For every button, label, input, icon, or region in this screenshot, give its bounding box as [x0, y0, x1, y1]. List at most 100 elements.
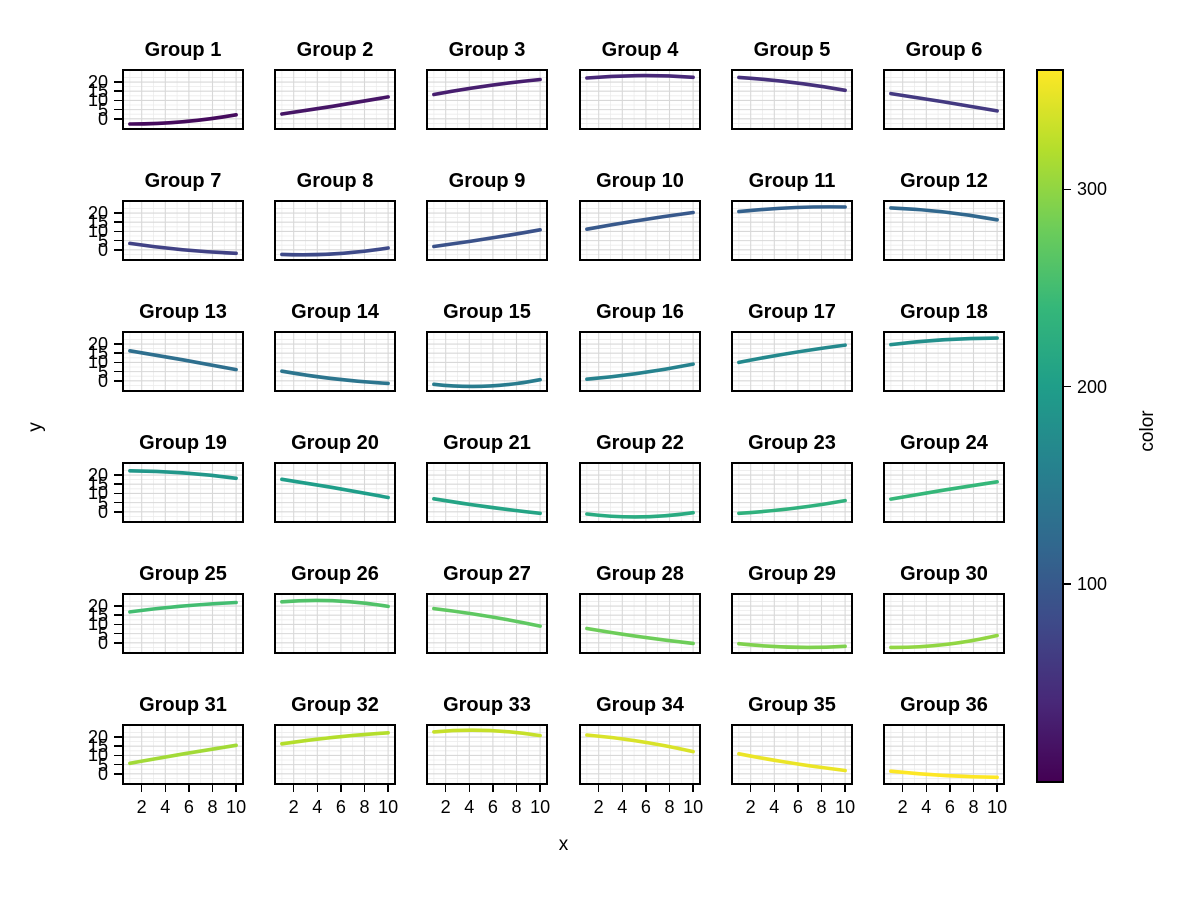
facet-panel	[579, 724, 701, 785]
y-tick-mark	[114, 230, 124, 233]
y-tick-label: 20	[87, 203, 108, 224]
x-tick-label: 2	[897, 797, 908, 817]
facet-title: Group 34	[596, 694, 684, 716]
facet-plot-area	[124, 595, 242, 652]
x-tick-mark	[492, 783, 494, 792]
facet-title: Group 29	[748, 563, 836, 585]
x-tick-mark	[164, 783, 167, 792]
facet-title: Group 9	[448, 170, 526, 192]
facet-panel	[122, 724, 244, 785]
facet-title: Group 26	[291, 563, 379, 585]
data-line	[889, 769, 999, 780]
x-tick-label: 4	[617, 797, 628, 817]
x-tick-mark	[211, 783, 214, 792]
data-line	[889, 336, 999, 347]
y-tick-label: 15	[87, 736, 108, 757]
data-line	[585, 626, 695, 646]
y-axis-label: y	[25, 422, 46, 432]
y-tick-label: 5	[97, 230, 108, 251]
facet-panel	[122, 462, 244, 523]
facet-plot-area	[276, 202, 394, 259]
x-tick-mark	[668, 783, 671, 792]
facet-panel	[426, 69, 548, 130]
data-line	[737, 641, 847, 650]
facet-panel	[274, 200, 396, 261]
facet-title: Group 35	[748, 694, 836, 716]
colorbar-tick-mark	[1064, 582, 1071, 585]
data-line	[128, 113, 238, 126]
y-tick-mark	[114, 632, 124, 635]
y-tick-label: 0	[97, 108, 108, 129]
x-tick-mark	[363, 783, 366, 792]
y-tick-mark	[114, 623, 124, 626]
facet-title: Group 21	[443, 432, 531, 454]
x-tick-label: 8	[664, 797, 675, 817]
y-tick-mark	[114, 370, 124, 373]
x-tick-label: 2	[593, 797, 604, 817]
facet-plot-area	[733, 595, 851, 652]
data-line	[585, 210, 695, 231]
facet-plot-area	[733, 333, 851, 390]
facet-panel	[426, 200, 548, 261]
y-tick-label: 15	[87, 81, 108, 102]
y-tick-label: 0	[97, 501, 108, 522]
facet-title: Group 8	[296, 170, 374, 192]
facet-plot-area	[124, 333, 242, 390]
x-tick-label: 4	[769, 797, 780, 817]
facet-title: Group 22	[596, 432, 684, 454]
facet-title: Group 3	[448, 39, 526, 61]
facet-plot-area	[428, 71, 546, 128]
x-tick-mark	[996, 783, 998, 792]
x-tick-label: 10	[378, 797, 399, 817]
facet-plot-area	[276, 595, 394, 652]
facet-panel	[122, 200, 244, 261]
facet-plot-area	[428, 202, 546, 259]
facet-title: Group 20	[291, 432, 379, 454]
x-tick-label: 4	[921, 797, 932, 817]
y-tick-mark	[114, 90, 124, 93]
x-tick-mark	[925, 783, 928, 792]
facet-panel	[274, 462, 396, 523]
data-line	[585, 362, 695, 381]
facet-panel	[731, 724, 853, 785]
facet-plot-area	[276, 464, 394, 521]
y-tick-mark	[114, 352, 124, 355]
facet-title: Group 23	[748, 432, 836, 454]
y-tick-label: 15	[87, 605, 108, 626]
y-tick-mark	[114, 249, 124, 251]
facet-plot-area	[124, 726, 242, 783]
data-line	[280, 731, 390, 746]
data-line	[585, 73, 695, 80]
facet-title: Group 31	[139, 694, 227, 716]
data-line	[737, 752, 847, 773]
data-line	[128, 743, 238, 766]
data-line	[128, 241, 238, 256]
data-line	[280, 369, 390, 386]
facet-plot-area	[276, 333, 394, 390]
facet-panel	[122, 69, 244, 130]
facet-title: Group 16	[596, 301, 684, 323]
facet-panel	[731, 69, 853, 130]
x-tick-mark	[188, 783, 190, 792]
y-tick-mark	[114, 221, 124, 224]
x-tick-mark	[773, 783, 776, 792]
x-tick-label: 4	[464, 797, 475, 817]
data-line	[737, 498, 847, 516]
y-tick-label: 10	[87, 614, 108, 635]
x-tick-label: 2	[745, 797, 756, 817]
facet-plot-area	[885, 71, 1003, 128]
y-tick-label: 10	[87, 352, 108, 373]
facet-panel	[579, 331, 701, 392]
y-tick-label: 20	[87, 72, 108, 93]
x-tick-mark	[949, 783, 951, 792]
x-tick-label: 6	[335, 797, 346, 817]
facet-title: Group 10	[596, 170, 684, 192]
colorbar-label: color	[1137, 410, 1158, 452]
x-tick-label: 6	[792, 797, 803, 817]
y-tick-mark	[114, 492, 124, 495]
colorbar-tick-mark	[1064, 188, 1071, 191]
facet-plot-area	[581, 464, 699, 521]
colorbar-tick-label: 200	[1077, 376, 1108, 397]
facet-plot-area	[581, 333, 699, 390]
data-line	[585, 733, 695, 754]
